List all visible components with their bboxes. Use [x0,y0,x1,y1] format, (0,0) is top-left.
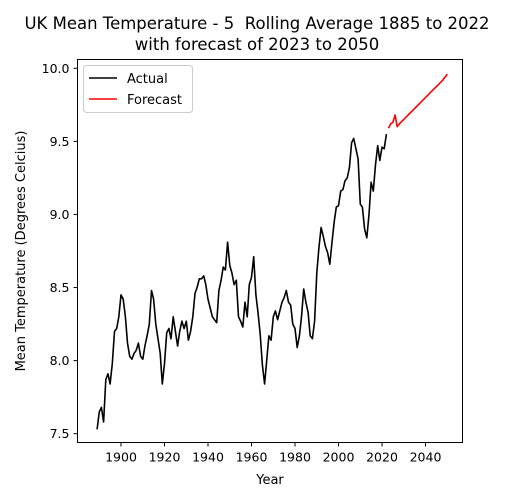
x-tick-label: 2020 [366,450,398,465]
plot-area-frame [77,59,463,443]
x-axis-label: Year [255,473,284,488]
x-tick-label: 2000 [323,450,355,465]
y-axis: 7.5 8.0 8.5 9.0 9.5 10.0 [42,61,78,441]
chart-title-line-1: UK Mean Temperature - 5 Rolling Average … [24,14,490,33]
x-tick-label: 1920 [149,450,181,465]
legend-label-actual: Actual [127,72,168,87]
x-axis: 1900 1920 1940 1960 1980 2000 2020 2040 [105,442,442,465]
plot-lines [96,73,448,430]
x-tick-label: 1900 [105,450,137,465]
chart-title-line-2: with forecast of 2023 to 2050 [134,35,380,54]
x-tick-label: 2040 [410,450,442,465]
legend-label-forecast: Forecast [127,93,182,108]
y-tick-label: 9.0 [50,207,70,222]
x-tick-label: 1980 [279,450,311,465]
y-tick-label: 10.0 [42,61,70,76]
y-tick-label: 9.5 [50,134,70,149]
y-tick-label: 7.5 [50,426,70,441]
y-tick-label: 8.5 [50,280,70,295]
y-tick-label: 8.0 [50,353,70,368]
legend: Actual Forecast [83,65,193,113]
series-line-forecast [387,73,448,129]
y-axis-label: Mean Temperature (Degrees Celcius) [14,131,29,372]
series-line-actual [96,133,388,430]
x-tick-label: 1960 [236,450,268,465]
x-tick-label: 1940 [192,450,224,465]
